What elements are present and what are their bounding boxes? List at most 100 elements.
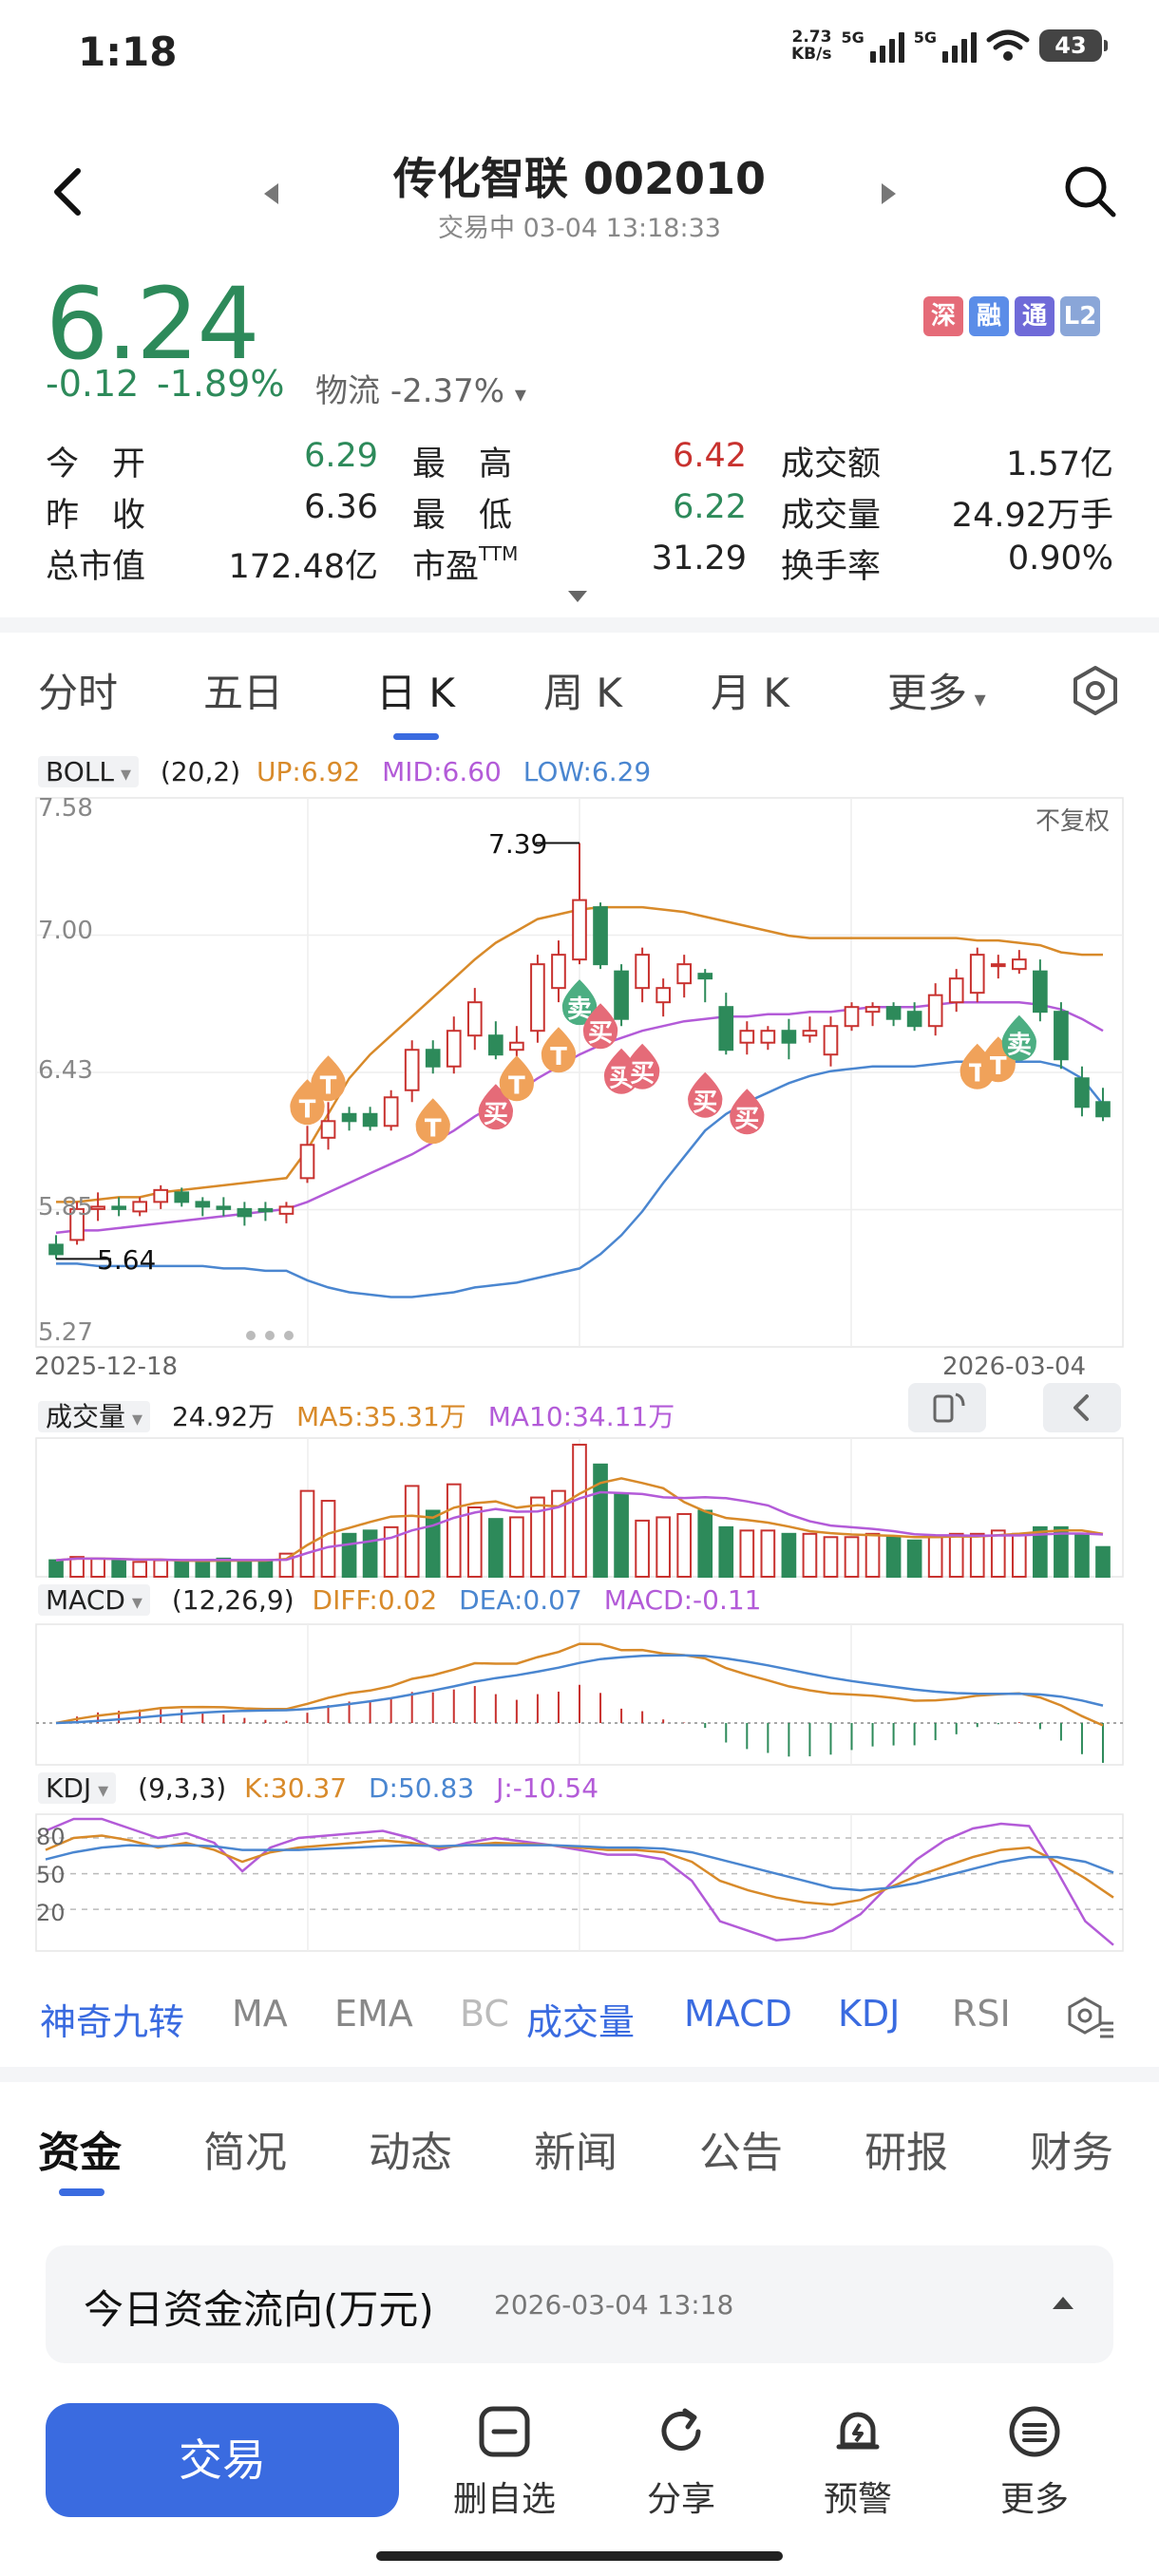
volume-bar bbox=[676, 1512, 693, 1579]
settings-icon[interactable] bbox=[1070, 665, 1121, 716]
rotate-screen-button[interactable] bbox=[908, 1383, 986, 1432]
fund-flow-card[interactable] bbox=[46, 2245, 1113, 2363]
indicator-tab-ma[interactable]: MA bbox=[232, 1993, 288, 2035]
price-change: -0.12 bbox=[46, 363, 140, 405]
minus-square-icon bbox=[479, 2406, 530, 2457]
signal-label-t: T bbox=[990, 1052, 1007, 1081]
candle-body bbox=[48, 1243, 64, 1256]
open-label: 今 开 bbox=[46, 445, 146, 483]
date-end: 2026-03-04 bbox=[942, 1353, 1087, 1381]
amount-value: 1.57亿 bbox=[1006, 445, 1113, 483]
signal-label-sell: 卖 bbox=[1007, 1032, 1032, 1060]
indicator-tab-macd[interactable]: MACD bbox=[684, 1993, 792, 2035]
candle-body bbox=[990, 963, 1006, 968]
back-arrow-icon[interactable] bbox=[48, 163, 86, 220]
scroll-dot bbox=[246, 1331, 256, 1340]
indicator-tab-kdj[interactable]: KDJ bbox=[838, 1993, 901, 2035]
volume-bar bbox=[1074, 1532, 1090, 1578]
tab-research[interactable]: 研报 bbox=[864, 2129, 948, 2177]
volume-bar bbox=[341, 1532, 357, 1578]
kdj-legend: KDJ (9,3,3) K:30.37 D:50.83 J:-10.54 bbox=[38, 1772, 598, 1804]
volume-bar bbox=[864, 1532, 881, 1578]
collapse-caret-icon[interactable] bbox=[1053, 2297, 1074, 2309]
tab-intraday[interactable]: 分时 bbox=[38, 670, 119, 716]
volume-bar bbox=[195, 1559, 211, 1578]
volume-bar bbox=[153, 1559, 169, 1578]
indicator-settings-icon[interactable] bbox=[1066, 1995, 1115, 2040]
indicator-tab-boll[interactable]: BC bbox=[460, 1993, 507, 2035]
boll-low-line bbox=[56, 1060, 1104, 1298]
signal-label-buy: 买 bbox=[734, 1105, 759, 1133]
volume-ma5: MA5:35.31万 bbox=[296, 1401, 466, 1432]
tab-funds[interactable]: 资金 bbox=[38, 2129, 122, 2177]
indicator-tab-rsi[interactable]: RSI bbox=[952, 1993, 1011, 2035]
indicator-tab-volume[interactable]: 成交量 bbox=[526, 2001, 636, 2043]
indicator-tab-td9[interactable]: 神奇九转 bbox=[40, 2001, 185, 2043]
candle-body bbox=[425, 1049, 441, 1068]
collapse-panel-button[interactable] bbox=[1043, 1383, 1121, 1432]
remove-watchlist-button[interactable]: 删自选 bbox=[433, 2403, 576, 2521]
volume-selector[interactable]: 成交量 bbox=[38, 1401, 151, 1432]
tab-financials[interactable]: 财务 bbox=[1030, 2129, 1113, 2177]
boll-selector[interactable]: BOLL bbox=[38, 756, 140, 787]
trade-button[interactable]: 交易 bbox=[46, 2403, 399, 2517]
volume-bar bbox=[906, 1539, 922, 1578]
share-button[interactable]: 分享 bbox=[610, 2403, 752, 2521]
candle-body bbox=[257, 1207, 274, 1213]
signal-bubble-t bbox=[499, 1055, 535, 1102]
share-icon bbox=[661, 2408, 701, 2451]
next-stock-arrow-icon[interactable] bbox=[882, 183, 896, 204]
signal-bubble-t bbox=[311, 1055, 346, 1102]
tab-monthly-k[interactable]: 月 K bbox=[711, 670, 789, 716]
candle-body bbox=[153, 1188, 169, 1203]
tab-announcements[interactable]: 公告 bbox=[699, 2129, 783, 2177]
prev-stock-arrow-icon[interactable] bbox=[264, 183, 278, 204]
macd-selector[interactable]: MACD bbox=[38, 1584, 150, 1616]
signal-bubble-sell bbox=[561, 979, 598, 1026]
tab-news[interactable]: 新闻 bbox=[534, 2129, 618, 2177]
min-price-label: 5.64 bbox=[97, 1244, 157, 1276]
pe-label: 市盈TTM bbox=[412, 542, 519, 586]
kdj-selector[interactable]: KDJ bbox=[38, 1772, 117, 1804]
price-change-pct: -1.89% bbox=[157, 363, 285, 405]
expand-caret-icon[interactable] bbox=[568, 591, 587, 602]
candle-body bbox=[299, 1144, 315, 1180]
adjust-mode[interactable]: 不复权 bbox=[1036, 807, 1111, 836]
kdj-j: J:-10.54 bbox=[496, 1772, 599, 1804]
volume-bar bbox=[739, 1529, 755, 1578]
tab-profile[interactable]: 简况 bbox=[203, 2129, 287, 2177]
boll-mid: MID:6.60 bbox=[382, 756, 502, 787]
candle-body bbox=[195, 1201, 211, 1208]
volume-bar bbox=[969, 1532, 985, 1578]
tab-dynamics[interactable]: 动态 bbox=[369, 2129, 452, 2177]
volume-bar bbox=[488, 1518, 504, 1579]
turnover-label: 换手率 bbox=[781, 548, 882, 586]
prev-close-label: 昨 收 bbox=[46, 497, 146, 535]
candle-body bbox=[69, 1207, 85, 1241]
volume-bar bbox=[425, 1509, 441, 1579]
volume-bar bbox=[69, 1556, 85, 1579]
alert-button[interactable]: 预警 bbox=[787, 2403, 929, 2521]
volume-bar bbox=[718, 1525, 734, 1578]
tab-five-day[interactable]: 五日 bbox=[203, 670, 284, 716]
sector-link[interactable]: 物流 -2.37% ▾ bbox=[315, 372, 526, 410]
signal-label-t: T bbox=[299, 1095, 316, 1124]
y-label-3: 6.43 bbox=[38, 1056, 93, 1085]
net-speed: 2.73 KB/s bbox=[791, 28, 832, 64]
market-badge: 深 bbox=[923, 296, 963, 336]
candle-body bbox=[760, 1030, 776, 1044]
scroll-dot bbox=[265, 1331, 275, 1340]
search-icon[interactable] bbox=[1062, 163, 1119, 220]
candle-body bbox=[1095, 1101, 1111, 1118]
tab-daily-k[interactable]: 日 K bbox=[376, 670, 455, 716]
volume-bar bbox=[1095, 1545, 1111, 1579]
more-button[interactable]: 更多 bbox=[963, 2403, 1106, 2521]
tab-weekly-k[interactable]: 周 K bbox=[543, 670, 622, 716]
volume-bar bbox=[299, 1489, 315, 1578]
candle-body bbox=[404, 1049, 420, 1091]
candle-body bbox=[656, 987, 671, 1004]
tab-more[interactable]: 更多 ▾ bbox=[887, 670, 986, 716]
indicator-tab-ema[interactable]: EMA bbox=[334, 1993, 413, 2035]
candle-body bbox=[509, 1041, 524, 1051]
